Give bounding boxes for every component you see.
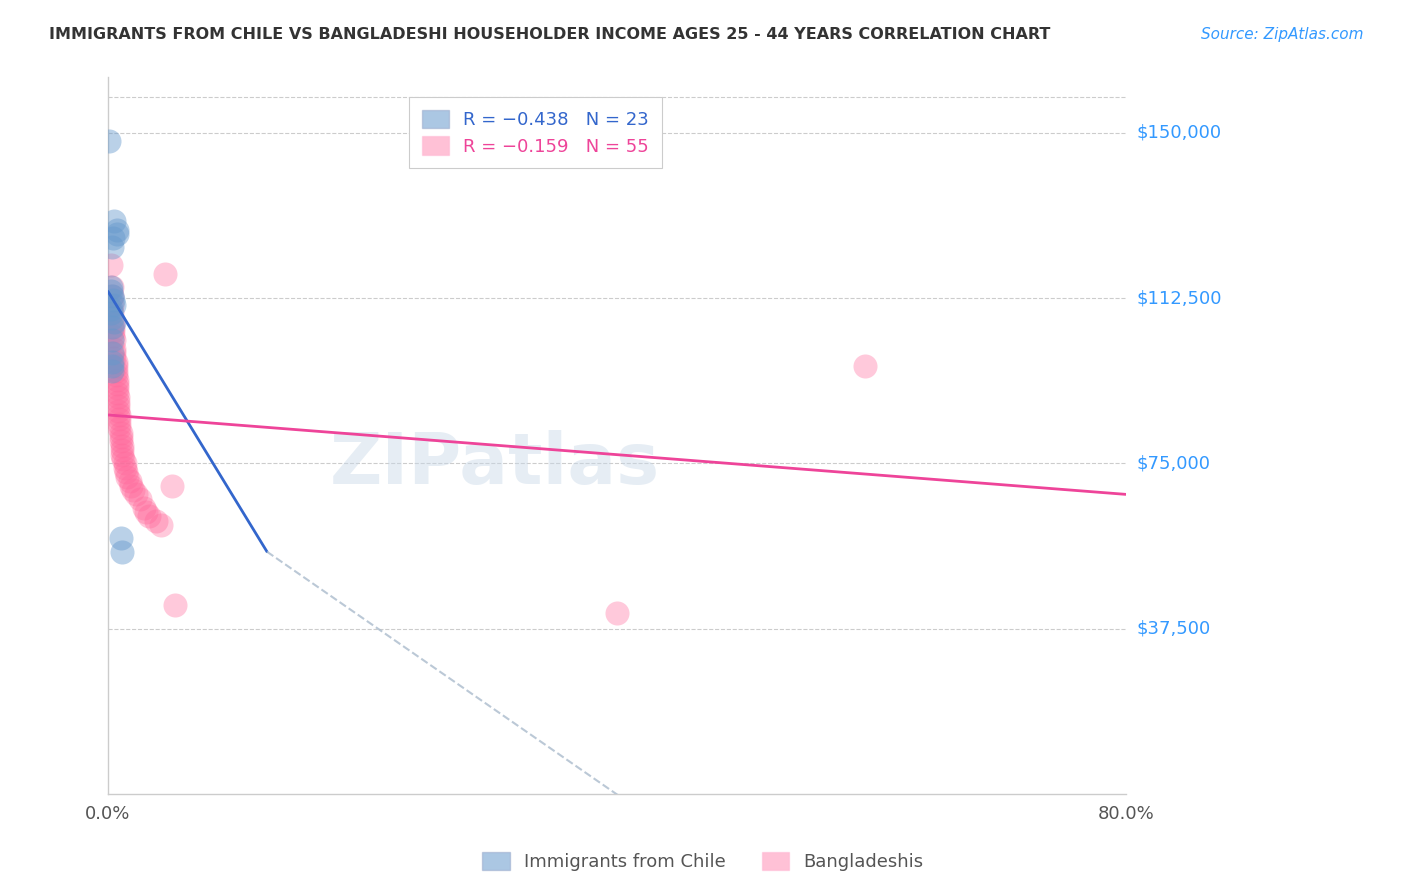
Point [145,514,167,528]
Legend: R = −0.438   N = 23, R = −0.159   N = 55: R = −0.438 N = 23, R = −0.159 N = 55 [409,97,662,169]
Point [107,399,129,413]
Point [108,408,131,422]
Point [108,412,131,426]
Point [104,359,127,374]
Point [107,394,129,409]
Point [853,359,876,374]
Point [108,421,131,435]
Point [103,214,125,228]
Point [101,319,124,334]
Point [101,306,124,320]
Text: $150,000: $150,000 [1137,124,1222,142]
Point [103,346,125,360]
Point [101,333,124,347]
Text: $112,500: $112,500 [1137,289,1222,307]
Text: ZIPatlas: ZIPatlas [329,430,659,500]
Point [118,474,141,488]
Point [100,306,122,320]
Point [107,403,129,417]
Point [105,377,128,392]
Point [155,267,177,281]
Point [110,430,132,444]
Point [103,351,125,365]
Point [110,532,132,546]
Point [128,491,150,506]
Point [103,298,125,312]
Point [101,355,124,369]
Point [101,310,124,325]
Point [98,135,121,149]
Point [111,545,134,559]
Point [101,289,124,303]
Point [101,364,124,378]
Point [111,439,134,453]
Point [135,505,157,519]
Point [101,315,124,329]
Point [104,355,127,369]
Point [103,342,125,356]
Legend: Immigrants from Chile, Bangladeshis: Immigrants from Chile, Bangladeshis [475,845,931,879]
Point [111,443,134,458]
Point [105,227,128,241]
Point [125,487,148,501]
Point [606,607,628,621]
Point [104,364,127,378]
Point [100,285,122,299]
Point [101,346,124,360]
Text: IMMIGRANTS FROM CHILE VS BANGLADESHI HOUSEHOLDER INCOME AGES 25 - 44 YEARS CORRE: IMMIGRANTS FROM CHILE VS BANGLADESHI HOU… [49,27,1050,42]
Point [101,280,124,294]
Point [101,240,124,254]
Point [101,324,124,338]
Point [138,509,160,524]
Point [101,231,124,245]
Point [105,385,128,400]
Text: Source: ZipAtlas.com: Source: ZipAtlas.com [1201,27,1364,42]
Point [101,298,124,312]
Text: $37,500: $37,500 [1137,620,1211,638]
Point [100,258,122,272]
Point [132,500,155,515]
Point [105,373,128,387]
Point [114,461,136,475]
Point [160,478,183,492]
Point [101,328,124,343]
Point [101,319,124,334]
Point [100,280,122,294]
Point [103,333,125,347]
Point [114,465,136,479]
Point [104,368,127,383]
Point [122,483,145,497]
Point [100,301,122,316]
Point [105,382,128,396]
Point [165,598,187,612]
Text: $75,000: $75,000 [1137,455,1211,473]
Point [105,222,128,236]
Point [107,390,129,404]
Point [101,293,124,308]
Point [114,457,136,471]
Point [101,359,124,374]
Point [112,452,135,467]
Point [101,289,124,303]
Point [120,478,142,492]
Point [108,417,131,431]
Point [115,469,138,483]
Point [110,425,132,440]
Point [150,518,173,533]
Point [103,315,125,329]
Point [111,448,134,462]
Point [110,434,132,449]
